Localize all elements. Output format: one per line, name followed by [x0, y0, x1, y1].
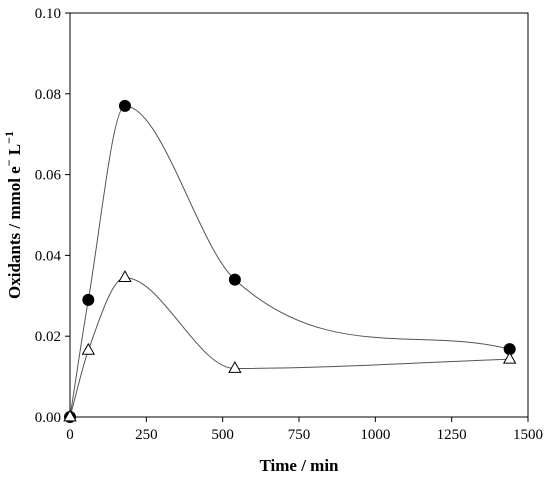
x-axis-title: Time / min	[259, 456, 339, 475]
y-tick-label: 0.00	[35, 410, 61, 426]
series-2-point	[228, 361, 242, 373]
plot-frame	[69, 12, 529, 418]
y-tick-label: 0.02	[35, 329, 61, 345]
series-2-point	[63, 409, 77, 422]
y-axis-title-sup1: −	[2, 159, 16, 166]
x-tick-label: 0	[66, 427, 74, 443]
x-tick-label: 1500	[513, 427, 543, 443]
data-markers	[63, 99, 517, 423]
x-tick-label: 750	[288, 427, 311, 443]
y-axis-title-mid: L	[5, 144, 24, 160]
series-2-point	[81, 342, 96, 355]
x-tick-label: 1250	[437, 427, 467, 443]
series-2-point	[118, 270, 132, 283]
x-tick-label: 500	[211, 427, 234, 443]
fit-curves	[69, 105, 510, 418]
series-1-point	[118, 99, 131, 112]
y-tick-label: 0.08	[35, 87, 61, 103]
series-2-curve	[69, 277, 510, 418]
y-axis-title-main: Oxidants / mmol e	[5, 166, 24, 299]
y-tick-label: 0.06	[35, 168, 62, 184]
y-tick-label: 0.10	[35, 6, 61, 22]
series-1-curve	[69, 105, 510, 418]
x-tick-label: 1000	[360, 427, 390, 443]
y-axis-title-sup2: −1	[2, 131, 16, 144]
series-2-point	[502, 351, 517, 364]
x-tick-label: 250	[135, 427, 158, 443]
series-1-point	[82, 293, 95, 306]
y-tick-label: 0.04	[35, 248, 62, 264]
axes: 0 250 500 750 1000 1250 1500 0.00 0.02 0.04 0.06 0.…	[35, 6, 543, 443]
y-axis-title: Oxidants / mmol e− L−1	[2, 131, 24, 299]
series-1-point	[228, 273, 241, 286]
